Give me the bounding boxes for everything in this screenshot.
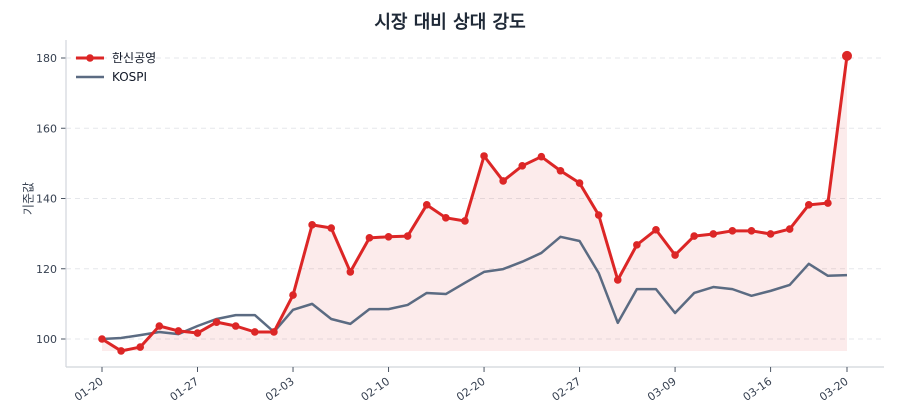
x-tick-label: 01-27	[168, 375, 202, 404]
data-point[interactable]	[785, 225, 794, 233]
y-tick-label: 180	[36, 52, 57, 65]
legend-stock-marker	[86, 54, 94, 62]
legend-stock-label: 한신공영	[112, 51, 156, 65]
x-tick-label: 03-09	[645, 375, 679, 404]
legend-kospi-label: KOSPI	[112, 70, 147, 84]
data-point[interactable]	[174, 327, 183, 335]
data-point[interactable]	[212, 318, 221, 326]
data-point[interactable]	[136, 343, 145, 351]
data-point[interactable]	[537, 152, 546, 161]
data-point[interactable]	[747, 227, 756, 235]
data-point[interactable]	[842, 50, 852, 61]
data-point[interactable]	[709, 230, 718, 238]
data-point[interactable]	[365, 234, 374, 242]
data-point[interactable]	[633, 241, 641, 249]
data-point[interactable]	[671, 251, 679, 259]
y-tick-label: 160	[36, 122, 57, 135]
series-fill-area	[102, 55, 847, 351]
data-point[interactable]	[346, 268, 355, 276]
data-point[interactable]	[728, 227, 737, 235]
y-tick-label: 120	[36, 263, 57, 276]
y-tick-label: 140	[36, 193, 57, 206]
x-tick-label: 01-20	[72, 375, 106, 404]
data-point[interactable]	[193, 329, 202, 337]
x-tick-label: 02-03	[263, 375, 297, 404]
data-point[interactable]	[556, 166, 565, 175]
data-point[interactable]	[613, 276, 622, 284]
y-tick-label: 100	[36, 333, 57, 346]
stock-line	[101, 55, 849, 353]
data-point[interactable]	[824, 199, 832, 207]
data-point[interactable]	[231, 322, 240, 330]
data-point[interactable]	[690, 232, 698, 240]
data-point[interactable]	[422, 201, 431, 209]
data-point[interactable]	[766, 230, 775, 238]
data-point[interactable]	[155, 322, 164, 330]
kospi-line	[101, 235, 848, 341]
data-point[interactable]	[384, 232, 393, 241]
data-point[interactable]	[289, 291, 297, 299]
x-tick-label: 03-16	[741, 375, 775, 404]
data-point[interactable]	[403, 232, 412, 240]
x-tick-label: 03-20	[817, 375, 851, 404]
x-tick-label: 02-20	[454, 375, 488, 404]
data-point[interactable]	[804, 201, 813, 209]
x-tick-label: 02-27	[550, 375, 584, 404]
data-point[interactable]	[117, 347, 125, 355]
data-point[interactable]	[308, 221, 316, 229]
chart-title: 시장 대비 상대 강도	[374, 12, 526, 33]
data-point[interactable]	[480, 152, 488, 160]
data-point[interactable]	[499, 177, 507, 185]
data-point[interactable]	[575, 179, 584, 187]
data-point[interactable]	[327, 224, 336, 232]
data-point[interactable]	[442, 214, 450, 222]
data-point[interactable]	[652, 225, 660, 234]
data-point[interactable]	[270, 328, 278, 336]
data-point[interactable]	[251, 328, 259, 336]
data-point[interactable]	[98, 335, 106, 343]
data-point[interactable]	[518, 162, 527, 170]
data-point[interactable]	[594, 211, 603, 219]
data-point[interactable]	[461, 217, 469, 225]
x-tick-label: 02-10	[359, 375, 393, 404]
